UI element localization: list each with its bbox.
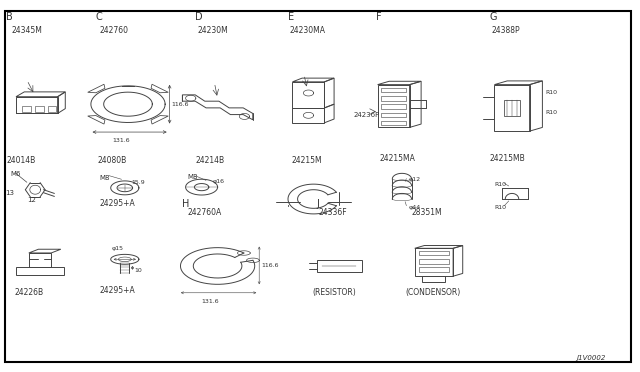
- Text: R10: R10: [494, 205, 506, 209]
- Text: 24295+A: 24295+A: [99, 199, 135, 208]
- Text: 131.6: 131.6: [112, 138, 130, 143]
- Text: 24236P: 24236P: [354, 112, 380, 118]
- Bar: [381, 105, 406, 109]
- Text: 24230M: 24230M: [197, 26, 228, 35]
- Text: 242760: 242760: [100, 26, 129, 35]
- Text: (RESISTOR): (RESISTOR): [312, 288, 356, 297]
- Text: 24336F: 24336F: [318, 208, 347, 217]
- Text: 116.6: 116.6: [172, 102, 189, 107]
- Text: 24080B: 24080B: [97, 156, 127, 165]
- Text: J1V0002: J1V0002: [576, 355, 605, 361]
- Bar: [381, 96, 406, 101]
- Text: E: E: [288, 12, 294, 22]
- Text: M8: M8: [100, 175, 110, 181]
- Text: J: J: [317, 199, 319, 209]
- Text: 24295+A: 24295+A: [99, 286, 135, 295]
- Text: 24214B: 24214B: [195, 156, 225, 165]
- Text: 116.6: 116.6: [261, 263, 278, 268]
- Text: (CONDENSOR): (CONDENSOR): [405, 288, 460, 297]
- Text: 28351M: 28351M: [412, 208, 442, 217]
- Text: 24215M: 24215M: [291, 156, 322, 165]
- Text: 13: 13: [5, 190, 14, 196]
- Text: R10: R10: [494, 182, 506, 187]
- Text: 24215MA: 24215MA: [380, 154, 415, 163]
- Text: M8: M8: [188, 174, 198, 180]
- Text: φ16: φ16: [212, 179, 225, 183]
- Text: R10: R10: [545, 90, 557, 95]
- Text: 12: 12: [27, 197, 36, 203]
- Text: 131.6: 131.6: [202, 299, 220, 304]
- Bar: [419, 251, 449, 255]
- Text: 242760A: 242760A: [188, 208, 222, 217]
- Bar: [381, 88, 406, 93]
- Text: 24230MA: 24230MA: [289, 26, 325, 35]
- Bar: [504, 100, 520, 116]
- Bar: [317, 260, 362, 272]
- Text: 24226B: 24226B: [14, 288, 44, 297]
- Bar: [419, 259, 449, 263]
- Text: φ44: φ44: [408, 205, 420, 209]
- Text: 10: 10: [134, 268, 142, 273]
- Bar: [35, 106, 44, 112]
- Text: B: B: [6, 12, 13, 22]
- Bar: [419, 267, 449, 272]
- Text: 24345M: 24345M: [12, 26, 42, 35]
- Text: 24014B: 24014B: [6, 156, 36, 165]
- Text: 24215MB: 24215MB: [490, 154, 525, 163]
- Bar: [381, 112, 406, 117]
- Text: R10: R10: [545, 110, 557, 115]
- Text: H: H: [182, 199, 190, 209]
- Text: C: C: [96, 12, 103, 22]
- Text: φ12: φ12: [408, 177, 420, 182]
- Text: G: G: [490, 12, 497, 22]
- Bar: [48, 106, 56, 112]
- Text: F: F: [376, 12, 381, 22]
- Text: φ15: φ15: [112, 246, 124, 250]
- Bar: [22, 106, 31, 112]
- Text: 24388P: 24388P: [492, 26, 520, 35]
- Text: D: D: [195, 12, 203, 22]
- Text: 15.9: 15.9: [131, 180, 145, 185]
- Bar: [381, 121, 406, 125]
- Text: M6: M6: [10, 171, 20, 177]
